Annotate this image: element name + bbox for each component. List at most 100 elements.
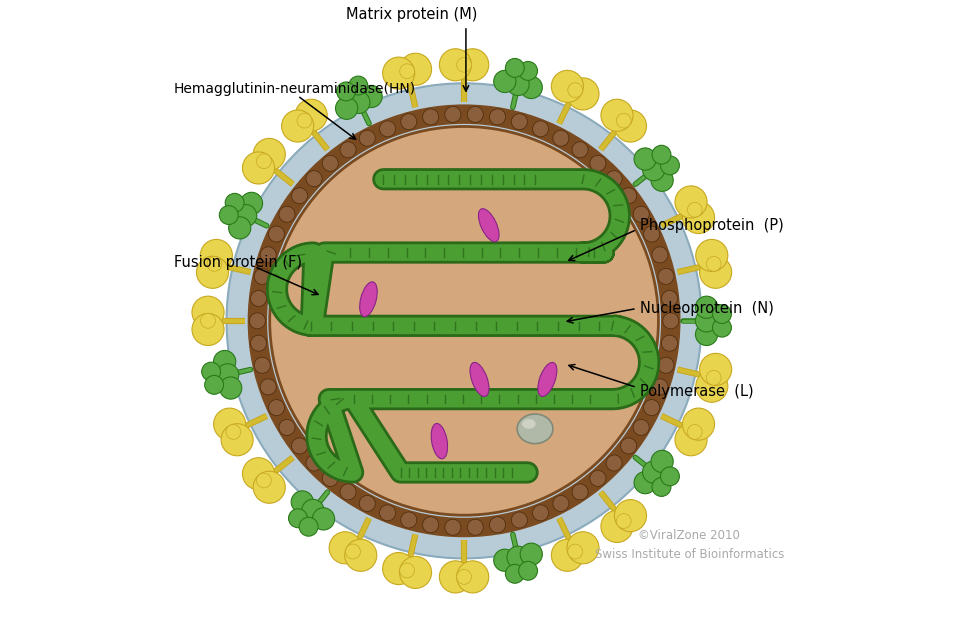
Ellipse shape bbox=[522, 419, 536, 429]
Text: Nucleoprotein  (N): Nucleoprotein (N) bbox=[640, 301, 774, 316]
Circle shape bbox=[279, 206, 295, 222]
Circle shape bbox=[532, 505, 549, 521]
Circle shape bbox=[204, 375, 223, 394]
Circle shape bbox=[349, 76, 367, 95]
Circle shape bbox=[226, 83, 702, 558]
Circle shape bbox=[220, 205, 238, 225]
Circle shape bbox=[292, 491, 314, 513]
Circle shape bbox=[269, 126, 659, 515]
Circle shape bbox=[380, 121, 396, 137]
Circle shape bbox=[617, 513, 631, 528]
Circle shape bbox=[511, 512, 527, 528]
Circle shape bbox=[615, 110, 646, 142]
Circle shape bbox=[214, 408, 246, 440]
Circle shape bbox=[254, 357, 270, 373]
Circle shape bbox=[494, 549, 516, 571]
Circle shape bbox=[553, 130, 569, 146]
Circle shape bbox=[313, 508, 335, 530]
Circle shape bbox=[519, 62, 538, 80]
Circle shape bbox=[688, 424, 702, 439]
Circle shape bbox=[456, 561, 489, 593]
Circle shape bbox=[652, 247, 668, 263]
Circle shape bbox=[197, 256, 228, 288]
Circle shape bbox=[699, 256, 732, 288]
Circle shape bbox=[345, 544, 361, 559]
Circle shape bbox=[253, 471, 286, 503]
Circle shape bbox=[606, 171, 622, 187]
Circle shape bbox=[662, 335, 678, 351]
Circle shape bbox=[439, 561, 472, 593]
Circle shape bbox=[651, 450, 673, 473]
Circle shape bbox=[439, 49, 472, 81]
Circle shape bbox=[243, 458, 274, 490]
Circle shape bbox=[456, 49, 489, 81]
Circle shape bbox=[200, 239, 232, 271]
Ellipse shape bbox=[360, 282, 377, 317]
Text: Fusion protein (F): Fusion protein (F) bbox=[175, 255, 302, 270]
Circle shape bbox=[651, 169, 673, 191]
Text: ©ViralZone 2010
Swiss Institute of Bioinformatics: ©ViralZone 2010 Swiss Institute of Bioin… bbox=[595, 529, 784, 561]
Circle shape bbox=[601, 99, 633, 131]
Circle shape bbox=[401, 114, 417, 130]
Circle shape bbox=[282, 110, 314, 142]
Circle shape bbox=[214, 350, 236, 373]
Circle shape bbox=[302, 499, 324, 521]
Circle shape bbox=[643, 159, 665, 181]
Circle shape bbox=[695, 296, 717, 318]
Circle shape bbox=[661, 467, 679, 486]
Circle shape bbox=[423, 109, 438, 125]
Circle shape bbox=[658, 357, 674, 373]
Circle shape bbox=[256, 154, 271, 168]
Circle shape bbox=[322, 155, 339, 172]
Circle shape bbox=[615, 500, 646, 532]
Circle shape bbox=[573, 484, 588, 500]
Circle shape bbox=[519, 561, 538, 580]
Ellipse shape bbox=[432, 423, 448, 459]
Circle shape bbox=[344, 539, 377, 571]
Circle shape bbox=[207, 257, 222, 271]
Circle shape bbox=[222, 424, 253, 456]
Circle shape bbox=[713, 318, 732, 337]
Circle shape bbox=[269, 400, 285, 416]
Circle shape bbox=[360, 85, 383, 107]
Circle shape bbox=[567, 78, 599, 110]
Circle shape bbox=[532, 121, 549, 137]
Ellipse shape bbox=[538, 362, 557, 397]
Circle shape bbox=[568, 83, 582, 97]
Circle shape bbox=[590, 470, 606, 486]
Circle shape bbox=[360, 130, 375, 146]
Circle shape bbox=[520, 77, 543, 99]
Circle shape bbox=[643, 226, 660, 242]
Circle shape bbox=[551, 539, 583, 571]
Circle shape bbox=[663, 313, 679, 329]
Circle shape bbox=[456, 57, 472, 72]
Circle shape bbox=[250, 335, 267, 351]
Circle shape bbox=[489, 517, 505, 533]
Circle shape bbox=[256, 473, 271, 488]
Text: Phosphoprotein  (P): Phosphoprotein (P) bbox=[640, 218, 784, 233]
Text: Polymerase  (L): Polymerase (L) bbox=[640, 384, 754, 399]
Circle shape bbox=[340, 484, 356, 500]
Circle shape bbox=[192, 313, 224, 346]
Circle shape bbox=[620, 188, 637, 204]
Circle shape bbox=[228, 217, 251, 239]
Circle shape bbox=[235, 204, 257, 226]
Circle shape bbox=[200, 313, 216, 328]
Circle shape bbox=[551, 70, 583, 102]
Text: Matrix protein (M): Matrix protein (M) bbox=[346, 7, 478, 22]
Circle shape bbox=[553, 495, 569, 511]
Circle shape bbox=[505, 59, 525, 77]
Circle shape bbox=[226, 424, 241, 439]
Circle shape bbox=[507, 73, 529, 96]
Circle shape bbox=[675, 186, 707, 218]
Ellipse shape bbox=[517, 414, 553, 444]
Circle shape bbox=[505, 565, 525, 583]
Circle shape bbox=[306, 455, 322, 471]
Circle shape bbox=[289, 509, 308, 528]
Circle shape bbox=[249, 313, 266, 329]
Circle shape bbox=[489, 109, 505, 125]
Circle shape bbox=[217, 363, 239, 386]
Circle shape bbox=[260, 247, 276, 263]
Circle shape bbox=[201, 362, 221, 381]
Circle shape bbox=[400, 557, 432, 589]
